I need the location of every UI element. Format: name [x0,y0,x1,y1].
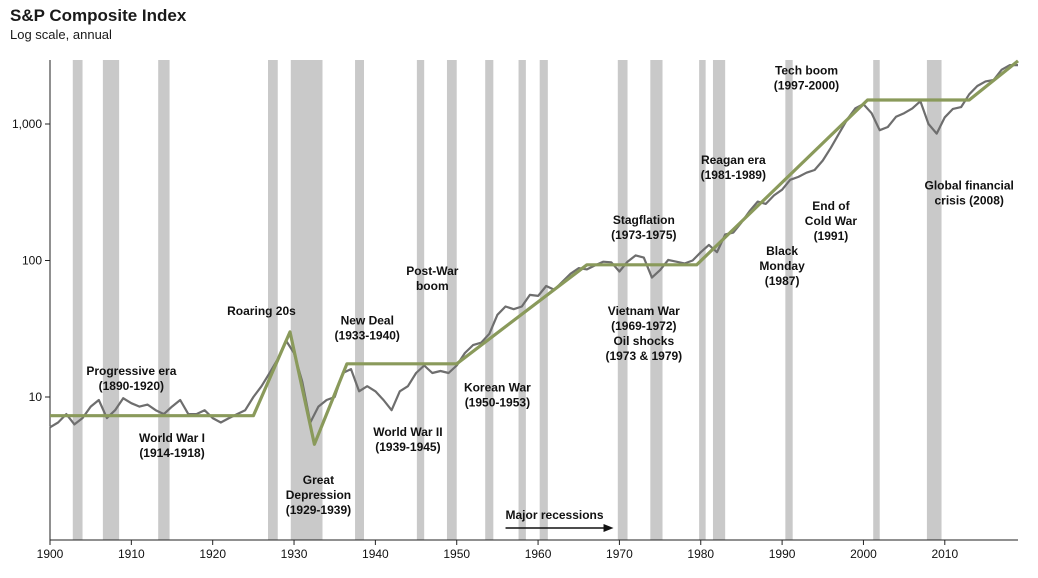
annotation: Reagan era (1981-1989) [701,153,766,182]
annotation-line: (1991) [814,229,849,243]
annotations: Progressive era (1890-1920) Roaring 20s Wor… [86,64,1014,517]
annotation-line: Korean War [464,380,531,394]
annotation-line: (1997-2000) [774,79,839,93]
sp-composite-line [49,63,1018,429]
recession-band [290,60,323,540]
annotation-line: Post-War [406,264,459,278]
recession-bands [72,60,942,540]
annotation: Roaring 20s [227,304,296,318]
recession-band [72,60,83,540]
chart-subtitle: Log scale, annual [10,27,112,42]
recession-band [699,60,706,540]
annotation-line: (1973 & 1979) [605,349,682,363]
x-tick-label: 1960 [525,547,552,561]
legend-arrow-head [603,524,614,532]
annotation-line: World War I [139,431,205,445]
annotation-line: (1987) [765,274,800,288]
x-tick-label: 1910 [118,547,145,561]
annotation-line: Vietnam War [608,304,680,318]
annotation-line: End of [812,199,850,213]
legend: Major recessions [505,508,614,532]
recession-band [268,60,278,540]
annotation: World War II (1939-1945) [373,425,442,454]
recession-band [650,60,663,540]
annotation-line: Black [766,244,798,258]
annotation-line: (1939-1945) [375,440,440,454]
annotation: Great Depression (1929-1939) [286,473,351,517]
recession-band [617,60,628,540]
annotation: Vietnam War (1969-1972) Oil shocks (1973 & … [605,304,682,363]
recession-band [712,60,726,540]
annotation: World War I (1914-1918) [139,431,205,460]
x-tick-label: 1920 [199,547,226,561]
annotation: End of Cold War (1991) [805,199,858,243]
annotation-line: (1890-1920) [99,379,164,393]
annotation-line: Stagflation [613,213,675,227]
annotation-line: Reagan era [701,153,766,167]
annotation: Global financial crisis (2008) [925,179,1014,208]
annotation-line: (1914-1918) [139,446,204,460]
annotation-line: (1950-1953) [465,395,530,409]
annotation-line: (1933-1940) [335,328,400,342]
x-tick-label: 1930 [281,547,308,561]
annotation-line: crisis (2008) [934,194,1003,208]
recession-band [446,60,457,540]
recession-band [485,60,494,540]
legend-label: Major recessions [506,508,604,522]
x-tick-label: 1970 [606,547,633,561]
annotation-line: Global financial [925,179,1014,193]
recession-band [518,60,526,540]
recession-band [158,60,170,540]
annotation-line: Cold War [805,214,858,228]
annotation-line: (1969-1972) [611,319,676,333]
annotation: Post-War boom [406,264,459,293]
annotation-line: Oil shocks [613,334,674,348]
recession-band [873,60,880,540]
x-tick-label: 1980 [687,547,714,561]
x-tick-label: 2000 [850,547,877,561]
recession-band [102,60,120,540]
annotation-line: New Deal [341,313,394,327]
x-tick-label: 1990 [769,547,796,561]
x-tick-label: 1900 [37,547,64,561]
x-tick-label: 1940 [362,547,389,561]
x-tick-label: 2010 [931,547,958,561]
annotation: New Deal (1933-1940) [335,313,400,342]
annotation: Korean War (1950-1953) [464,380,531,409]
annotation-line: World War II [373,425,442,439]
annotation: Black Monday (1987) [759,244,805,288]
recession-band [355,60,364,540]
annotation-line: Great [303,473,334,487]
y-tick-label: 100 [22,254,42,268]
annotation-line: Roaring 20s [227,304,296,318]
annotation-line: (1973-1975) [611,228,676,242]
recession-band [785,60,793,540]
annotation-line: Depression [286,488,351,502]
axes: 1900 1910 1920 1930 1940 1950 1960 1970 1980 1990… [12,60,1018,561]
annotation: Stagflation (1973-1975) [611,213,676,242]
recession-band [416,60,425,540]
annotation-line: Progressive era [86,364,176,378]
annotation: Tech boom (1997-2000) [774,64,839,93]
annotation-line: boom [416,279,449,293]
recession-band [539,60,548,540]
annotation-line: (1981-1989) [701,168,766,182]
annotation-line: (1929-1939) [286,503,351,517]
series-lines [49,59,1020,446]
y-tick-label: 10 [29,390,43,404]
annotation-line: Monday [759,259,805,273]
annotation-line: Tech boom [775,64,838,78]
x-tick-label: 1950 [443,547,470,561]
chart-title: S&P Composite Index [10,6,187,25]
trend-line [50,59,1020,446]
annotation: Progressive era (1890-1920) [86,364,176,393]
y-tick-label: 1,000 [12,117,42,131]
recession-band [926,60,942,540]
